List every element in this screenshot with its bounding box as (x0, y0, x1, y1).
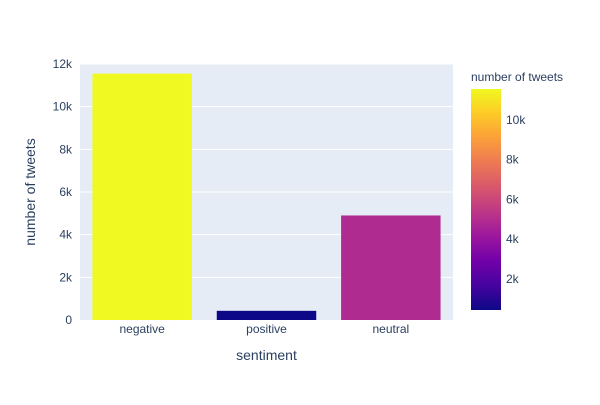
x-tick-label: positive (246, 322, 287, 336)
y-tick-label: 6k (59, 185, 73, 199)
colorbar (471, 89, 501, 310)
bar-negative (92, 73, 192, 320)
y-tick-label: 10k (53, 100, 73, 114)
y-tick-label: 4k (59, 228, 73, 242)
colorbar-tick-label: 10k (506, 113, 526, 127)
x-tick-label: neutral (372, 322, 409, 336)
colorbar-tick-label: 4k (506, 232, 520, 246)
bar-positive (216, 310, 317, 320)
colorbar-tick-label: 2k (506, 272, 520, 286)
colorbar-tick-label: 6k (506, 192, 520, 206)
y-tick-label: 8k (59, 142, 73, 156)
x-tick-label: negative (119, 322, 165, 336)
y-axis-title: number of tweets (22, 138, 38, 245)
colorbar-tick-label: 8k (506, 153, 520, 167)
y-tick-label: 12k (53, 57, 73, 71)
y-tick-label: 2k (59, 270, 73, 284)
x-axis-title: sentiment (236, 347, 297, 363)
y-tick-label: 0 (65, 313, 72, 327)
bar-neutral (341, 215, 441, 320)
colorbar-title: number of tweets (471, 70, 563, 84)
